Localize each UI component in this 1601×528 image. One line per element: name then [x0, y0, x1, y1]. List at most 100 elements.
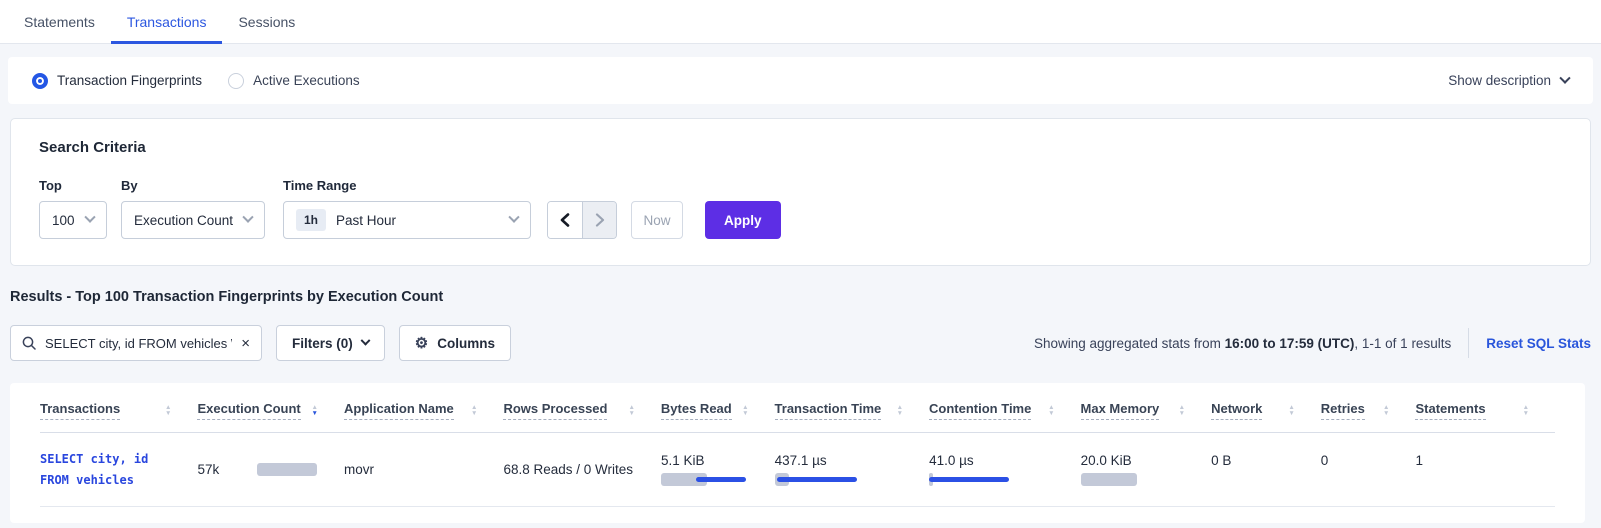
sort-down-icon: ▼: [896, 409, 904, 417]
top-field: Top 100: [39, 178, 107, 239]
execution-count-value: 57k: [197, 462, 220, 477]
radio-active-executions[interactable]: Active Executions: [228, 72, 360, 89]
radio-transaction-fingerprints-label: Transaction Fingerprints: [57, 73, 203, 88]
time-next-button[interactable]: [582, 202, 616, 238]
column-header-rows-processed[interactable]: Rows Processed ▲ ▼: [503, 401, 660, 420]
gear-icon: ⚙: [414, 334, 429, 352]
search-criteria-controls: Top 100 By Execution Count Time Range 1h…: [39, 178, 1562, 239]
cell-contention-time: 41.0 µs: [929, 453, 1081, 486]
filters-button[interactable]: Filters (0): [276, 325, 385, 361]
cell-transaction: SELECT city, id FROM vehicles: [40, 449, 197, 491]
cell-bytes-read: 5.1 KiB: [660, 453, 775, 486]
sort-up-icon: ▲: [311, 403, 318, 411]
chevron-down-icon: [1559, 72, 1571, 84]
bytes-read-bar: [660, 473, 747, 486]
results-controls-row: × Filters (0) ⚙ Columns Showing aggregat…: [10, 325, 1591, 361]
column-label: Transactions: [40, 401, 121, 420]
top-select[interactable]: 100: [39, 201, 107, 239]
sort-icons: ▲ ▼: [1288, 403, 1295, 417]
column-header-bytes-read[interactable]: Bytes Read ▲ ▼: [660, 401, 775, 420]
filters-button-label: Filters (0): [292, 335, 353, 351]
time-prev-button[interactable]: [548, 202, 582, 238]
sort-icons: ▲ ▼: [165, 404, 171, 417]
table-header-row: Transactions ▲ ▼ Execution Count ▲ ▼ Appli…: [40, 389, 1555, 433]
radio-transaction-fingerprints[interactable]: Transaction Fingerprints: [32, 72, 203, 89]
sort-up-icon: ▲: [1288, 403, 1295, 411]
results-title: Results - Top 100 Transaction Fingerprin…: [10, 289, 444, 305]
column-label: Max Memory: [1080, 401, 1160, 420]
column-header-application-name[interactable]: Application Name ▲ ▼: [343, 401, 503, 420]
cell-application-name: movr: [344, 462, 503, 477]
column-label: Execution Count: [197, 401, 301, 420]
time-range-select[interactable]: 1h Past Hour: [283, 201, 531, 239]
column-header-execution-count[interactable]: Execution Count ▲ ▼: [197, 401, 344, 420]
column-header-transactions[interactable]: Transactions ▲ ▼: [40, 401, 197, 420]
vertical-divider: [1468, 328, 1470, 358]
tab-statements[interactable]: Statements: [8, 0, 111, 43]
stddev-bar: [776, 477, 857, 482]
stddev-bar: [929, 477, 1010, 482]
sort-down-icon: ▼: [1288, 409, 1295, 417]
max-memory-bar: [1080, 473, 1167, 486]
retries-value: 0: [1320, 453, 1329, 468]
sort-up-icon: ▲: [1522, 403, 1529, 411]
sort-down-icon: ▼: [1178, 409, 1186, 417]
column-header-retries[interactable]: Retries ▲ ▼: [1320, 401, 1416, 420]
column-header-max-memory[interactable]: Max Memory ▲ ▼: [1080, 401, 1212, 420]
stats-suffix: , 1-1 of 1 results: [1354, 335, 1452, 351]
show-description-label: Show description: [1448, 73, 1551, 88]
sort-down-icon: ▼: [471, 409, 478, 417]
stddev-bar: [695, 477, 746, 482]
column-header-statements[interactable]: Statements ▲ ▼: [1415, 401, 1555, 420]
transaction-time-bar: [774, 473, 861, 486]
sort-up-icon: ▲: [471, 403, 478, 411]
bytes-read-value: 5.1 KiB: [660, 453, 705, 468]
clear-search-icon[interactable]: ×: [241, 334, 250, 352]
column-label: Network: [1211, 401, 1263, 420]
sql-search-box[interactable]: ×: [10, 325, 262, 361]
now-button[interactable]: Now: [631, 201, 683, 239]
search-icon: [22, 336, 36, 350]
column-label: Retries: [1320, 401, 1365, 420]
top-tab-bar: Statements Transactions Sessions: [0, 0, 1601, 44]
cell-max-memory: 20.0 KiB: [1080, 453, 1212, 486]
network-value: 0 B: [1211, 453, 1232, 468]
sort-down-icon: ▼: [742, 409, 749, 417]
sort-icons: ▲ ▼: [896, 403, 904, 417]
column-label: Bytes Read: [660, 401, 732, 420]
search-input[interactable]: [45, 335, 233, 351]
cell-network: 0 B: [1211, 453, 1321, 486]
column-label: Transaction Time: [774, 401, 882, 420]
radio-active-executions-label: Active Executions: [253, 73, 360, 88]
apply-button[interactable]: Apply: [705, 201, 781, 239]
cell-statements: 1: [1415, 453, 1555, 486]
by-label: By: [121, 178, 138, 193]
sql-line-1: SELECT city, id: [40, 451, 149, 466]
sort-icons: ▲ ▼: [1383, 403, 1390, 417]
show-description-toggle[interactable]: Show description: [1448, 72, 1571, 88]
by-select-value: Execution Count: [134, 212, 234, 228]
sql-line-2: FROM vehicles: [40, 472, 134, 487]
top-select-value: 100: [52, 212, 75, 228]
tab-sessions[interactable]: Sessions: [222, 0, 311, 43]
transaction-fingerprint-link[interactable]: SELECT city, id FROM vehicles: [40, 449, 197, 491]
time-range-badge: 1h: [296, 209, 327, 231]
sort-icons: ▲ ▼: [1048, 404, 1055, 417]
tab-transactions[interactable]: Transactions: [110, 0, 223, 44]
search-criteria-panel: Search Criteria Top 100 By Execution Cou…: [10, 118, 1591, 266]
reset-sql-stats-link[interactable]: Reset SQL Stats: [1486, 335, 1591, 351]
column-header-transaction-time[interactable]: Transaction Time ▲ ▼: [774, 401, 929, 420]
sort-up-icon: ▲: [896, 403, 904, 411]
view-toggle-row: Transaction Fingerprints Active Executio…: [8, 57, 1593, 104]
columns-button[interactable]: ⚙ Columns: [398, 325, 511, 361]
contention-time-bar: [929, 473, 1015, 486]
by-select[interactable]: Execution Count: [121, 201, 265, 239]
sort-down-icon: ▼: [1383, 409, 1390, 417]
sort-up-icon: ▲: [1178, 403, 1186, 411]
sort-icons: ▲ ▼: [742, 404, 749, 417]
column-header-contention-time[interactable]: Contention Time ▲ ▼: [929, 401, 1080, 420]
column-header-network[interactable]: Network ▲ ▼: [1211, 401, 1321, 420]
sort-down-icon: ▼: [1048, 409, 1055, 417]
sort-up-icon: ▲: [1383, 403, 1390, 411]
